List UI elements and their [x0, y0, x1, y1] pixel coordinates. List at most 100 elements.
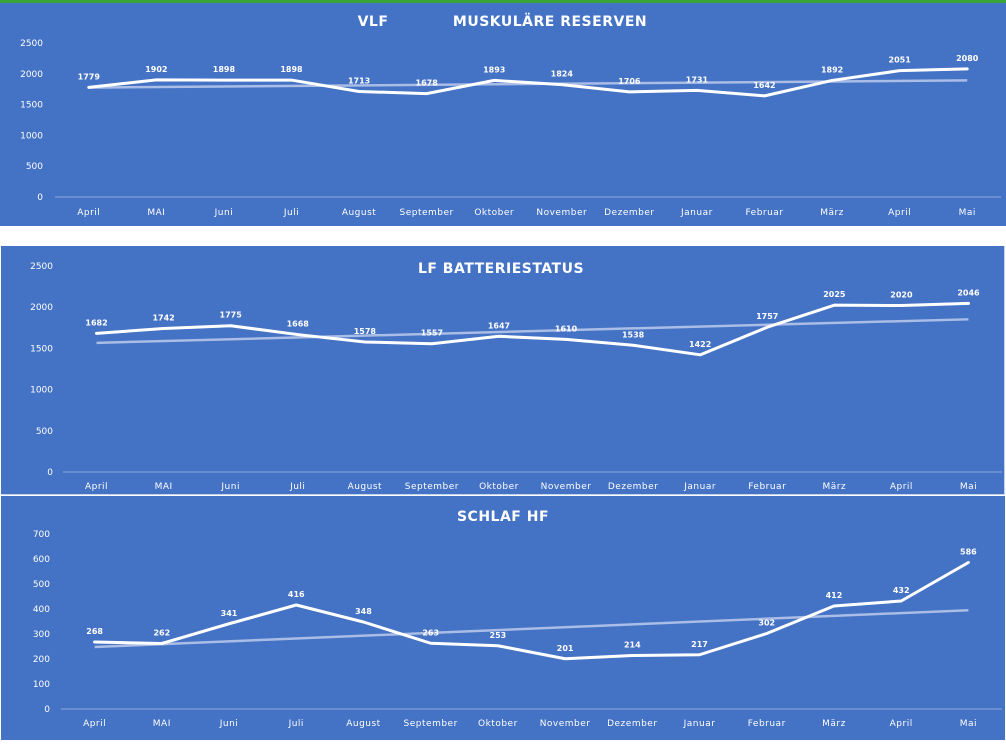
y-tick-label: 200: [33, 655, 50, 665]
data-label: 2046: [957, 288, 980, 297]
data-label: 1578: [354, 327, 377, 336]
chart-vlf-muskulaere-reserven: VLF MUSKULÄRE RESERVEN 0 500 1000 1500 2000 2…: [20, 13, 1001, 218]
data-label: 2051: [889, 56, 912, 65]
x-tick-label: November: [540, 719, 591, 729]
y-tick-label: 500: [36, 427, 53, 437]
data-label: 268: [86, 627, 103, 636]
x-tick-label: April: [890, 482, 913, 492]
x-tick-label: Dezember: [607, 719, 657, 729]
y-tick-label: 2000: [30, 303, 53, 313]
data-label: 412: [826, 591, 843, 600]
y-tick-label: 2500: [20, 39, 43, 49]
chart-title-left: VLF: [358, 14, 389, 30]
y-tick-label: 1000: [30, 386, 53, 396]
x-tick-label: März: [822, 719, 846, 729]
data-label: 1824: [551, 70, 574, 79]
data-label: 201: [557, 644, 574, 653]
data-label: 1713: [348, 76, 370, 85]
x-tick-label: August: [346, 719, 381, 729]
x-tick-label: Juli: [288, 719, 304, 729]
data-label: 1898: [213, 65, 236, 74]
x-tick-label: Januar: [680, 208, 713, 218]
x-tick-label: Oktober: [478, 719, 518, 729]
y-tick-label: 500: [33, 580, 50, 590]
data-label: 1775: [220, 311, 243, 320]
data-label: 253: [490, 631, 507, 640]
chart-title: LF BATTERIESTATUS: [418, 261, 584, 277]
x-tick-label: April: [85, 482, 108, 492]
x-tick-label: September: [404, 719, 458, 729]
data-label: 416: [288, 590, 305, 599]
x-tick-label: Januar: [683, 482, 716, 492]
y-tick-label: 600: [33, 555, 50, 565]
x-tick-label: Juli: [283, 208, 299, 218]
x-tick-label: April: [77, 208, 100, 218]
x-tick-label: Oktober: [479, 482, 519, 492]
chart-title: SCHLAF HF: [457, 509, 549, 525]
y-tick-label: 1500: [30, 344, 53, 354]
chart-panel-schlaf: SCHLAF HF 0 100 200 300 400 500 600 700 April MAI…: [1, 496, 1005, 740]
x-tick-label: November: [541, 482, 592, 492]
y-tick-label: 400: [33, 605, 50, 615]
y-tick-label: 700: [33, 530, 50, 540]
data-label: 1668: [287, 320, 310, 329]
x-tick-label: März: [822, 482, 846, 492]
x-tick-label: September: [400, 208, 454, 218]
data-label: 1610: [555, 324, 578, 333]
data-label: 1742: [152, 313, 174, 322]
y-tick-label: 1500: [20, 101, 43, 111]
x-tick-label: Mai: [959, 208, 976, 218]
trendline: [96, 318, 969, 345]
data-label: 302: [758, 619, 775, 628]
data-label: 1642: [753, 81, 775, 90]
chart-lf-batteriestatus: LF BATTERIESTATUS 0 500 1000 1500 2000 2500 Ap…: [30, 261, 1002, 492]
x-tick-label: April: [83, 719, 106, 729]
series-line: [95, 301, 970, 357]
x-tick-label: April: [890, 719, 913, 729]
x-tick-label: Juni: [214, 208, 234, 218]
data-label: 1892: [821, 65, 843, 74]
data-label: 1757: [756, 312, 778, 321]
data-label: 2025: [823, 290, 846, 299]
data-label: 1898: [280, 65, 303, 74]
x-tick-label: MAI: [155, 482, 173, 492]
x-tick-label: Oktober: [474, 208, 514, 218]
y-tick-label: 0: [37, 193, 43, 203]
chart-panel-lf: LF BATTERIESTATUS 0 500 1000 1500 2000 2500 Ap…: [1, 246, 1005, 495]
series-line: [93, 561, 970, 661]
x-tick-label: Juli: [289, 482, 305, 492]
x-tick-label: Februar: [745, 208, 783, 218]
data-label: 1422: [689, 340, 711, 349]
x-tick-label: Dezember: [608, 482, 658, 492]
data-label: 432: [893, 586, 910, 595]
y-tick-label: 300: [33, 630, 50, 640]
x-tick-label: Juni: [219, 719, 239, 729]
data-label: 1706: [618, 77, 641, 86]
data-label: 1647: [488, 321, 510, 330]
y-tick-label: 100: [33, 680, 50, 690]
y-tick-label: 2000: [20, 70, 43, 80]
chart-title: MUSKULÄRE RESERVEN: [453, 13, 647, 30]
x-tick-label: Mai: [960, 719, 977, 729]
y-tick-label: 0: [44, 705, 50, 715]
data-label: 217: [691, 640, 708, 649]
y-tick-label: 0: [47, 468, 53, 478]
data-label: 214: [624, 641, 641, 650]
x-tick-label: MAI: [153, 719, 171, 729]
data-label: 2080: [956, 54, 979, 63]
data-label: 1893: [483, 65, 505, 74]
data-label: 1902: [145, 65, 167, 74]
x-tick-label: November: [536, 208, 587, 218]
data-label: 1557: [421, 329, 443, 338]
data-label: 1779: [78, 72, 101, 81]
data-label: 1731: [686, 75, 709, 84]
x-tick-label: September: [405, 482, 459, 492]
chart-schlaf-hf: SCHLAF HF 0 100 200 300 400 500 600 700 April MAI…: [33, 509, 1002, 729]
y-tick-label: 1000: [20, 131, 43, 141]
trendline: [94, 609, 969, 649]
data-label: 348: [355, 607, 372, 616]
x-tick-label: August: [348, 482, 383, 492]
x-tick-label: April: [888, 208, 911, 218]
chart-panel-vlf: VLF MUSKULÄRE RESERVEN 0 500 1000 1500 2000 2…: [0, 3, 1006, 226]
x-tick-label: Februar: [748, 719, 786, 729]
